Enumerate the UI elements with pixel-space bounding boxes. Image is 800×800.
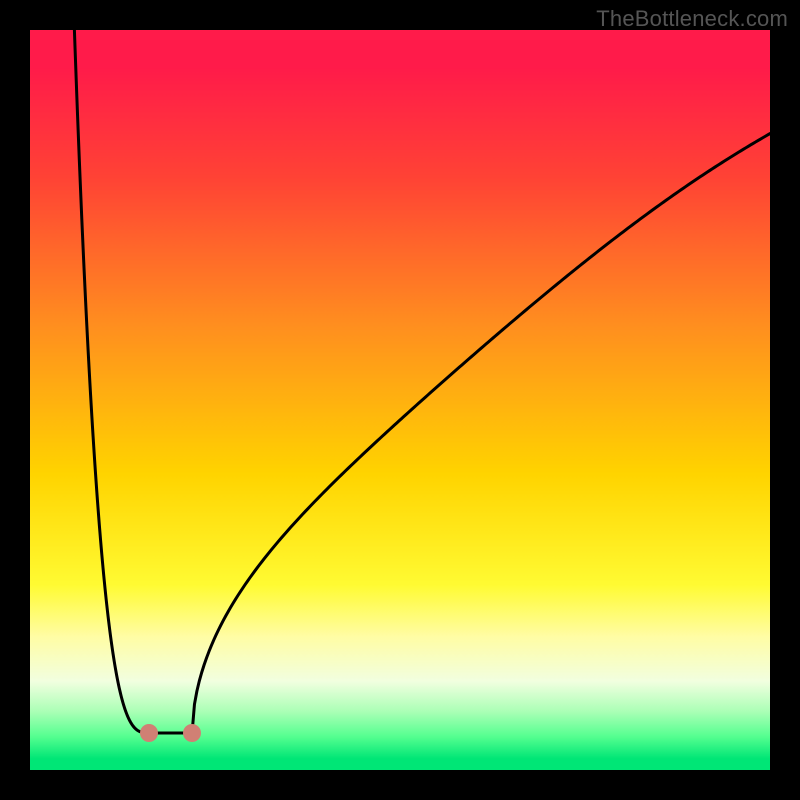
plot-area	[30, 30, 770, 770]
watermark-text: TheBottleneck.com	[596, 6, 788, 32]
data-marker	[140, 724, 158, 742]
data-marker	[183, 724, 201, 742]
chart-root: TheBottleneck.com	[0, 0, 800, 800]
markers-layer	[30, 30, 770, 770]
